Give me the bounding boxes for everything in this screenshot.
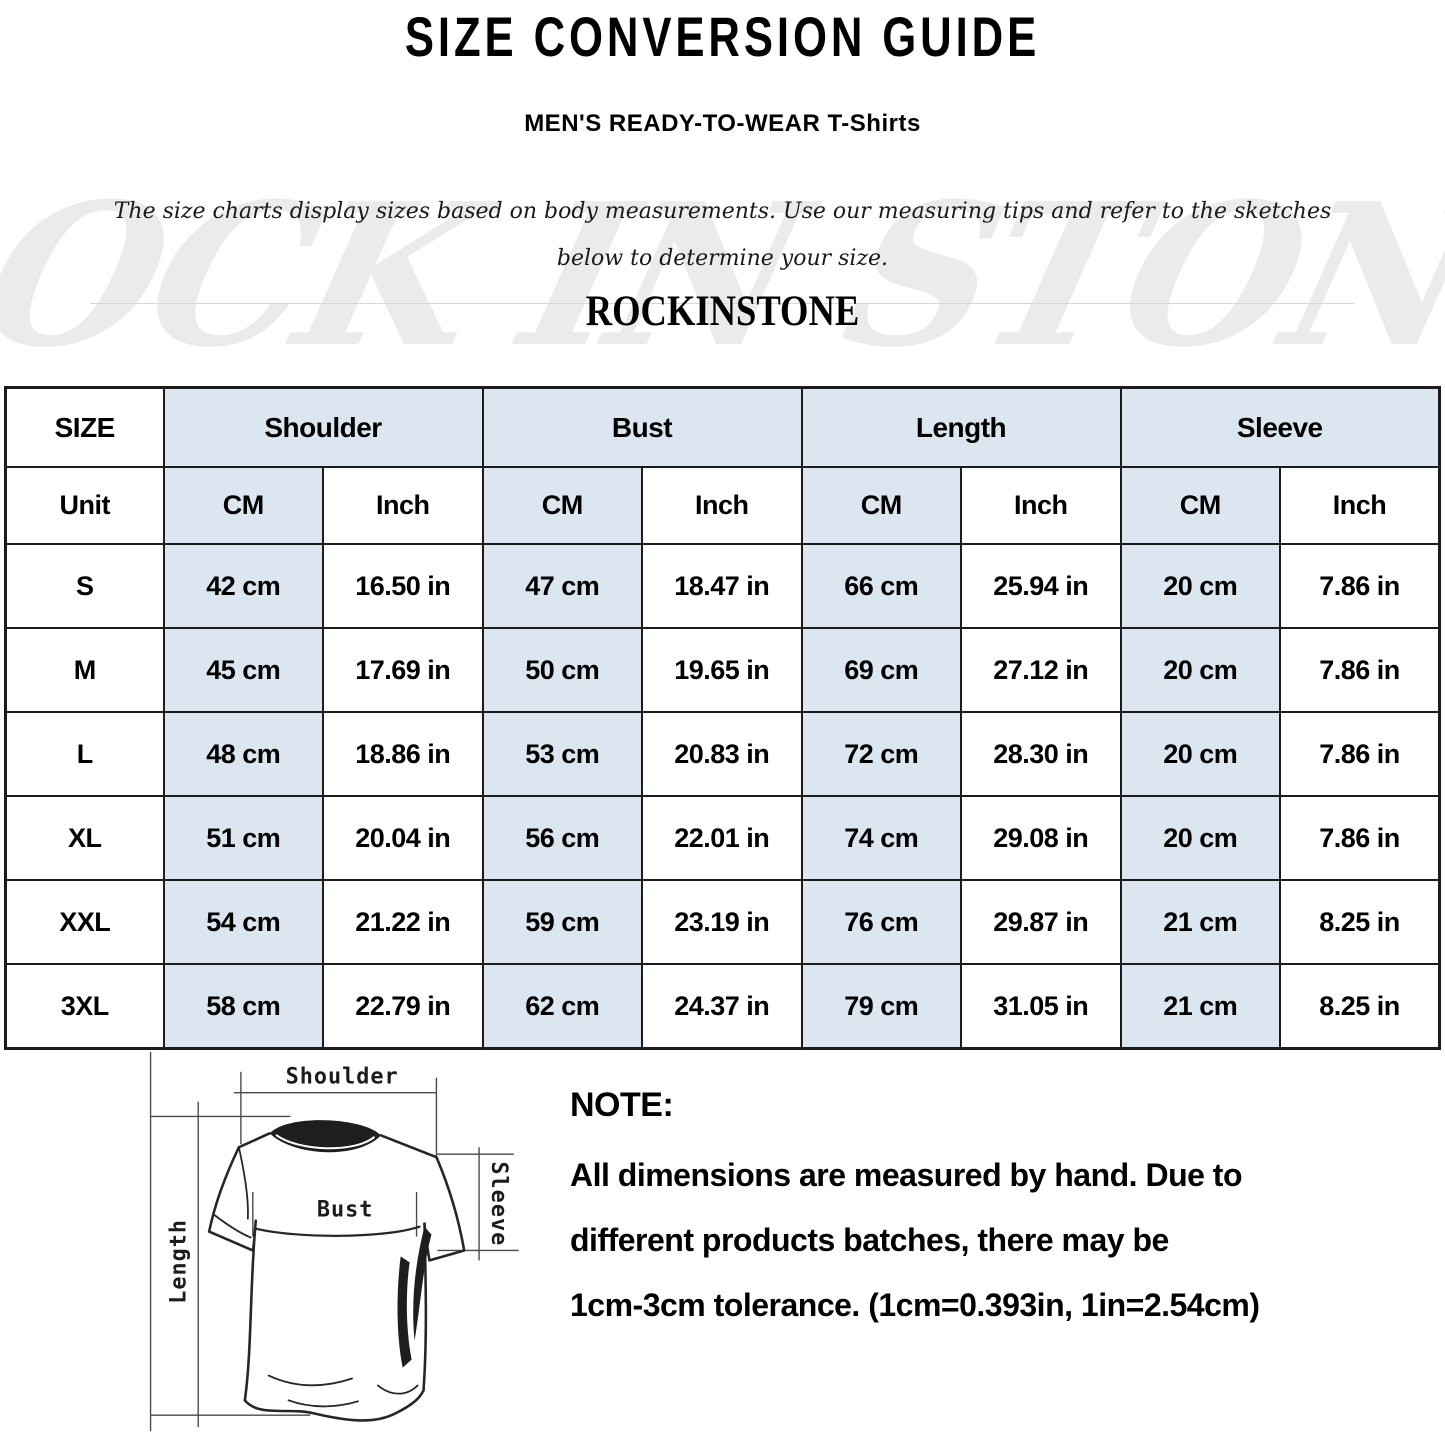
table-cell: 21 cm <box>1119 879 1281 965</box>
table-cell: 16.50 in <box>322 543 484 629</box>
table-cell: 20 cm <box>1119 627 1281 713</box>
brand-name: ROCKINSTONE <box>585 288 860 335</box>
size-cell: M <box>4 627 165 713</box>
unit-label: Unit <box>4 466 165 545</box>
table-cell: 79 cm <box>800 963 962 1050</box>
table-cell: 47 cm <box>481 543 643 629</box>
table-cell: 18.86 in <box>322 711 484 797</box>
note-block: NOTE: All dimensions are measured by han… <box>570 1086 1390 1338</box>
unit-cell-cm: CM <box>800 466 962 545</box>
description-line-2: below to determine your size. <box>556 246 889 271</box>
page-subtitle: MEN'S READY-TO-WEAR T-Shirts <box>524 110 921 137</box>
unit-cell-inch: Inch <box>322 466 484 545</box>
table-cell: 74 cm <box>800 795 962 881</box>
table-row-s: S 42 cm 16.50 in 47 cm 18.47 in 66 cm 25… <box>4 543 1441 629</box>
column-group-length: Length <box>800 386 1122 468</box>
table-cell: 53 cm <box>481 711 643 797</box>
table-cell: 20.04 in <box>322 795 484 881</box>
table-cell: 59 cm <box>481 879 643 965</box>
table-cell: 29.87 in <box>960 879 1122 965</box>
table-cell: 8.25 in <box>1279 879 1441 965</box>
length-label: Length <box>166 1219 191 1304</box>
table-cell: 28.30 in <box>960 711 1122 797</box>
table-cell: 22.01 in <box>641 795 803 881</box>
column-group-sleeve: Sleeve <box>1119 386 1441 468</box>
table-cell: 7.86 in <box>1279 627 1441 713</box>
table-cell: 45 cm <box>162 627 324 713</box>
table-cell: 21.22 in <box>322 879 484 965</box>
table-cell: 20 cm <box>1119 543 1281 629</box>
table-cell: 8.25 in <box>1279 963 1441 1050</box>
table-cell: 50 cm <box>481 627 643 713</box>
table-cell: 27.12 in <box>960 627 1122 713</box>
size-cell: 3XL <box>4 963 165 1050</box>
tshirt-sketch <box>207 1120 466 1422</box>
table-cell: 7.86 in <box>1279 711 1441 797</box>
table-cell: 66 cm <box>800 543 962 629</box>
table-cell: 56 cm <box>481 795 643 881</box>
table-cell: 58 cm <box>162 963 324 1050</box>
size-table: SIZE Shoulder Bust Length Sleeve Unit CM… <box>4 386 1441 1050</box>
unit-cell-cm: CM <box>162 466 324 545</box>
sleeve-label: Sleeve <box>486 1161 511 1246</box>
size-cell: L <box>4 711 165 797</box>
table-cell: 23.19 in <box>641 879 803 965</box>
table-cell: 31.05 in <box>960 963 1122 1050</box>
unit-cell-inch: Inch <box>1279 466 1441 545</box>
size-cell: S <box>4 543 165 629</box>
table-cell: 51 cm <box>162 795 324 881</box>
table-cell: 62 cm <box>481 963 643 1050</box>
table-cell: 20.83 in <box>641 711 803 797</box>
table-cell: 21 cm <box>1119 963 1281 1050</box>
column-group-bust: Bust <box>481 386 803 468</box>
unit-cell-inch: Inch <box>641 466 803 545</box>
table-cell: 25.94 in <box>960 543 1122 629</box>
size-cell: XL <box>4 795 165 881</box>
table-cell: 29.08 in <box>960 795 1122 881</box>
table-cell: 19.65 in <box>641 627 803 713</box>
note-line-3: 1cm-3cm tolerance. (1cm=0.393in, 1in=2.5… <box>570 1287 1260 1323</box>
divider-line <box>90 303 1355 304</box>
note-line-2: different products batches, there may be <box>570 1222 1169 1258</box>
table-cell: 7.86 in <box>1279 795 1441 881</box>
description: The size charts display sizes based on b… <box>0 188 1445 282</box>
table-row-m: M 45 cm 17.69 in 50 cm 19.65 in 69 cm 27… <box>4 627 1441 713</box>
table-cell: 20 cm <box>1119 795 1281 881</box>
column-group-shoulder: Shoulder <box>162 386 484 468</box>
page-title: SIZE CONVERSION GUIDE <box>404 5 1041 68</box>
table-cell: 24.37 in <box>641 963 803 1050</box>
bust-label: Bust <box>317 1198 374 1223</box>
table-cell: 7.86 in <box>1279 543 1441 629</box>
table-cell: 17.69 in <box>322 627 484 713</box>
dimension-lines <box>149 1051 519 1432</box>
note-heading: NOTE: <box>570 1086 674 1124</box>
table-cell: 22.79 in <box>322 963 484 1050</box>
table-cell: 42 cm <box>162 543 324 629</box>
table-cell: 69 cm <box>800 627 962 713</box>
table-cell: 18.47 in <box>641 543 803 629</box>
table-cell: 48 cm <box>162 711 324 797</box>
unit-cell-inch: Inch <box>960 466 1122 545</box>
table-row-xxl: XXL 54 cm 21.22 in 59 cm 23.19 in 76 cm … <box>4 879 1441 965</box>
shoulder-label: Shoulder <box>286 1065 399 1090</box>
table-header-row: SIZE Shoulder Bust Length Sleeve <box>4 386 1441 468</box>
table-row-l: L 48 cm 18.86 in 53 cm 20.83 in 72 cm 28… <box>4 711 1441 797</box>
table-cell: 76 cm <box>800 879 962 965</box>
size-cell: XXL <box>4 879 165 965</box>
size-column-header: SIZE <box>4 386 165 468</box>
table-cell: 72 cm <box>800 711 962 797</box>
note-line-1: All dimensions are measured by hand. Due… <box>570 1157 1243 1193</box>
table-cell: 20 cm <box>1119 711 1281 797</box>
unit-cell-cm: CM <box>1119 466 1281 545</box>
description-line-1: The size charts display sizes based on b… <box>113 199 1332 224</box>
tshirt-diagram: Shoulder Bust Length Sleeve <box>138 1048 578 1445</box>
table-cell: 54 cm <box>162 879 324 965</box>
table-row-3xl: 3XL 58 cm 22.79 in 62 cm 24.37 in 79 cm … <box>4 963 1441 1050</box>
table-unit-row: Unit CM Inch CM Inch CM Inch CM Inch <box>4 466 1441 545</box>
diagram-labels: Shoulder Bust Length Sleeve <box>166 1065 511 1304</box>
table-row-xl: XL 51 cm 20.04 in 56 cm 22.01 in 74 cm 2… <box>4 795 1441 881</box>
unit-cell-cm: CM <box>481 466 643 545</box>
